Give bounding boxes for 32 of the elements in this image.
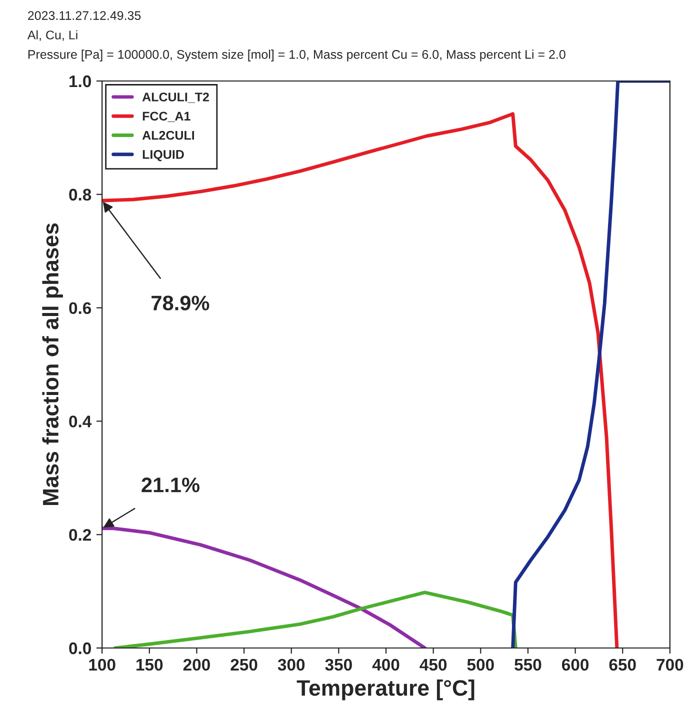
x-tick-label: 700 <box>656 658 684 671</box>
x-tick-label: 350 <box>325 658 352 671</box>
chart-subtitle: Al, Cu, Li <box>27 30 78 41</box>
y-tick-label: 0.2 <box>69 529 91 541</box>
x-tick-label: 600 <box>562 658 589 671</box>
x-tick-label: 200 <box>183 658 210 671</box>
y-tick-label: 0.0 <box>69 642 91 654</box>
line-series <box>114 590 518 648</box>
x-tick-label: 650 <box>609 658 636 671</box>
x-tick-label: 500 <box>467 658 494 671</box>
x-tick-label: 300 <box>278 658 305 671</box>
line-series <box>102 112 619 648</box>
x-tick-label: 400 <box>372 658 400 671</box>
legend-label: FCC_A1 <box>142 112 190 122</box>
y-tick-label: 0.4 <box>69 416 92 428</box>
annotation: 21.1% <box>142 478 200 492</box>
y-axis-title: Mass fraction of all phases <box>42 223 63 506</box>
legend-label: AL2CULI <box>142 130 194 140</box>
y-tick-label: 1.0 <box>70 75 91 88</box>
text: Pressure [Pa] = 100000.0, System size [mol] = 1.0, Mass percent Cu = 6.0, Mass percent Li = 2.0 <box>28 50 566 62</box>
x-axis-title: Temperature [°C] <box>296 680 474 700</box>
chart-title: 2023.11.27.12.49.35 <box>28 11 141 20</box>
x-tick-label: 550 <box>514 658 542 671</box>
annotation: 78.9% <box>152 296 210 310</box>
x-tick-label: 450 <box>420 658 447 671</box>
x-tick-label: 100 <box>89 658 116 671</box>
y-tick-label: 0.6 <box>69 302 92 314</box>
x-tick-label: 150 <box>136 658 163 671</box>
legend-label: ALCULI_T2 <box>142 92 209 103</box>
x-tick-label: 250 <box>230 658 258 671</box>
y-tick-label: 0.8 <box>69 188 92 201</box>
legend-label: LIQUID <box>142 150 184 162</box>
